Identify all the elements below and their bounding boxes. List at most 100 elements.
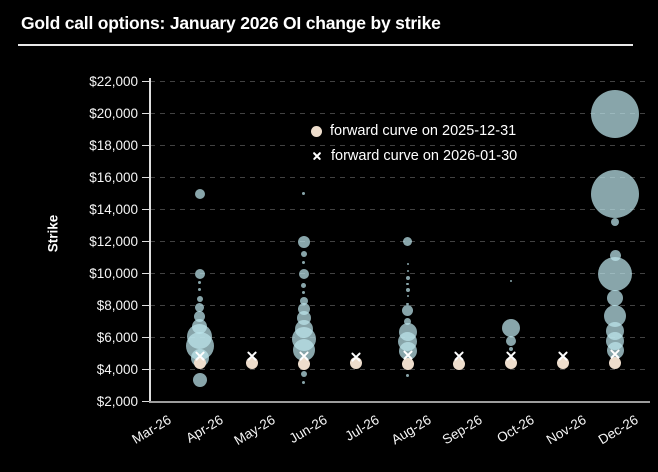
y-tick-label: $18,000 bbox=[89, 137, 138, 153]
oi-bubble bbox=[302, 380, 306, 384]
y-tick-label: $8,000 bbox=[96, 297, 138, 313]
gridline bbox=[150, 177, 650, 179]
oi-bubble bbox=[300, 250, 307, 257]
y-axis-tick bbox=[142, 240, 150, 243]
legend-label: forward curve on 2025-12-31 bbox=[330, 123, 517, 139]
oi-bubble bbox=[506, 335, 517, 346]
oi-bubble bbox=[606, 341, 624, 359]
x-tick-label-apr-26: Apr-26 bbox=[183, 412, 226, 446]
title-underline bbox=[18, 44, 633, 46]
oi-bubble bbox=[406, 373, 409, 377]
y-axis-line bbox=[149, 78, 151, 402]
oi-bubble bbox=[405, 276, 410, 281]
forward-curve-dot bbox=[453, 358, 466, 371]
forward-curve-x-marker bbox=[298, 350, 310, 362]
y-axis-tick bbox=[142, 80, 150, 83]
y-tick-label: $2,000 bbox=[96, 393, 138, 409]
gridline bbox=[150, 113, 650, 115]
oi-bubble bbox=[300, 371, 307, 378]
oi-bubble bbox=[195, 303, 205, 313]
oi-bubble bbox=[406, 270, 409, 273]
oi-bubble bbox=[298, 268, 309, 279]
y-axis-tick bbox=[142, 336, 150, 339]
oi-bubble bbox=[405, 287, 410, 292]
gridline bbox=[150, 369, 650, 371]
oi-bubble bbox=[194, 188, 205, 199]
oi-bubble bbox=[404, 318, 411, 326]
y-tick-label: $4,000 bbox=[96, 361, 138, 377]
oi-bubble bbox=[591, 89, 640, 138]
oi-bubble bbox=[196, 296, 203, 303]
forward-curve-x-marker bbox=[505, 350, 517, 362]
oi-bubble bbox=[299, 296, 308, 305]
forward-curve-x-marker bbox=[453, 350, 465, 362]
y-axis-tick bbox=[142, 176, 150, 179]
forward-curve-x-marker bbox=[246, 350, 258, 362]
y-axis-tick bbox=[142, 400, 150, 403]
y-axis-tick bbox=[142, 144, 150, 147]
forward-curve-x-marker bbox=[402, 349, 414, 361]
oi-bubble bbox=[591, 169, 640, 218]
x-tick-label-oct-26: Oct-26 bbox=[494, 412, 538, 446]
forward-curve-x-marker bbox=[350, 351, 362, 363]
gridline bbox=[150, 209, 650, 211]
y-axis-tick bbox=[142, 368, 150, 371]
x-tick-label-may-26: May-26 bbox=[231, 412, 278, 449]
forward-curve-x-marker bbox=[557, 350, 569, 362]
x-tick-label-sep-26: Sep-26 bbox=[440, 412, 486, 448]
oi-bubble bbox=[292, 339, 315, 362]
oi-bubble bbox=[192, 372, 207, 387]
oi-bubble bbox=[402, 304, 413, 316]
x-tick-label-aug-26: Aug-26 bbox=[388, 412, 434, 448]
y-axis-tick bbox=[142, 208, 150, 211]
x-marker-legend-icon bbox=[311, 150, 323, 162]
forward-curve-x-marker bbox=[609, 348, 621, 360]
y-axis-title: Strike bbox=[45, 214, 61, 253]
x-tick-label-nov-26: Nov-26 bbox=[543, 412, 589, 448]
legend-item-forward-2026-01-30: forward curve on 2026-01-30 bbox=[311, 148, 517, 164]
oi-bubble bbox=[502, 318, 521, 337]
legend-label: forward curve on 2026-01-30 bbox=[331, 148, 518, 164]
oi-bubble bbox=[198, 280, 202, 284]
oi-bubble bbox=[302, 291, 306, 295]
x-axis-line bbox=[149, 401, 650, 403]
x-tick-label-jun-26: Jun-26 bbox=[286, 412, 330, 447]
oi-bubble bbox=[598, 256, 633, 291]
oi-bubble bbox=[509, 346, 514, 351]
oi-bubble bbox=[406, 302, 409, 306]
oi-bubble bbox=[198, 288, 202, 292]
chart-title: Gold call options: January 2026 OI chang… bbox=[21, 13, 441, 33]
gridline bbox=[150, 273, 650, 275]
y-tick-label: $14,000 bbox=[89, 201, 138, 217]
oi-bubble bbox=[406, 294, 409, 297]
y-tick-label: $12,000 bbox=[89, 233, 138, 249]
y-tick-label: $22,000 bbox=[89, 73, 138, 89]
gridline bbox=[150, 305, 650, 307]
oi-bubble bbox=[510, 279, 513, 282]
forward-curve-dot bbox=[401, 357, 414, 370]
oi-bubble bbox=[406, 282, 409, 286]
oi-bubble bbox=[611, 218, 620, 227]
y-tick-label: $6,000 bbox=[96, 329, 138, 345]
x-tick-label-dec-26: Dec-26 bbox=[595, 412, 641, 448]
y-axis-tick bbox=[142, 304, 150, 307]
oi-bubble bbox=[194, 311, 206, 323]
oi-bubble bbox=[302, 260, 306, 264]
oi-bubble bbox=[609, 250, 621, 262]
oi-bubble bbox=[607, 290, 624, 307]
gridline bbox=[150, 81, 650, 83]
oi-bubble bbox=[398, 342, 417, 361]
oi-bubble bbox=[302, 192, 306, 196]
oi-bubble bbox=[406, 262, 409, 265]
gridline bbox=[150, 145, 650, 147]
y-tick-label: $20,000 bbox=[89, 105, 138, 121]
x-tick-label-mar-26: Mar-26 bbox=[129, 412, 174, 447]
oi-bubble bbox=[194, 268, 205, 279]
legend-item-forward-2025-12-31: forward curve on 2025-12-31 bbox=[311, 123, 516, 139]
oi-bubble bbox=[297, 235, 310, 248]
x-tick-label-jul-26: Jul-26 bbox=[342, 412, 382, 444]
forward-dot-legend-icon bbox=[311, 125, 322, 137]
oi-bubble bbox=[403, 237, 412, 247]
